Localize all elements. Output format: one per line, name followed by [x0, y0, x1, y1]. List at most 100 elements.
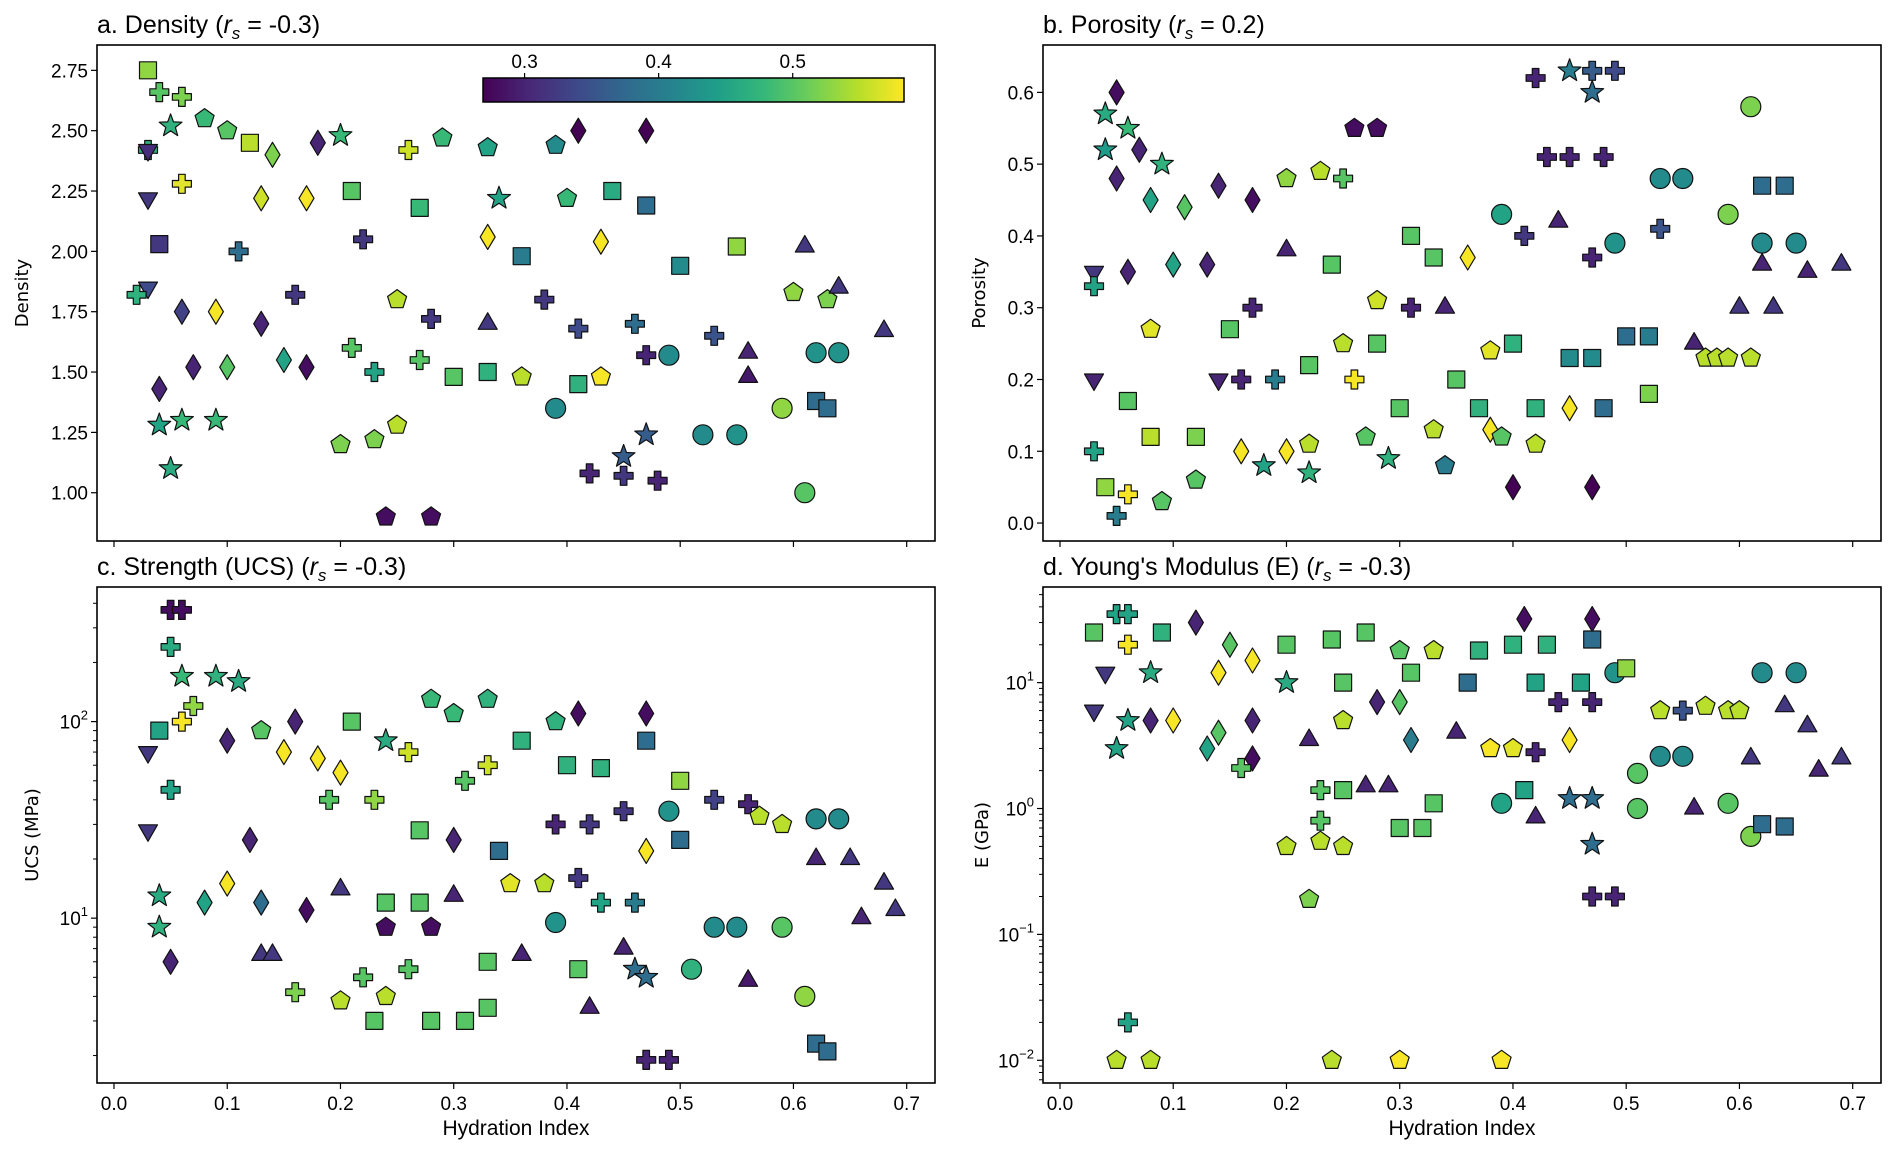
data-point-plus: [568, 318, 589, 339]
data-point-diamond: [185, 354, 202, 381]
data-point-square: [444, 367, 463, 386]
data-point-star: [487, 185, 511, 209]
data-point-star: [226, 668, 251, 692]
data-point-square: [1424, 794, 1443, 813]
data-point-diamond: [309, 745, 326, 772]
data-point-plus: [534, 289, 555, 310]
data-point-pentagon: [1332, 709, 1354, 730]
data-point-circle: [692, 424, 714, 446]
data-point-triangle-down: [1095, 666, 1116, 685]
data-point-pentagon: [387, 414, 408, 434]
data-point-pentagon: [1298, 433, 1320, 453]
tick-base: 10: [998, 1051, 1019, 1072]
data-point-square: [1322, 255, 1341, 274]
data-point-plus: [477, 755, 498, 776]
data-point-square: [240, 133, 259, 152]
title-stat-value: = 0.2): [1193, 11, 1265, 39]
data-point-circle: [794, 482, 816, 504]
data-point-star: [1093, 137, 1118, 161]
data-point-plus: [1106, 505, 1127, 527]
points-layer: [1083, 58, 1852, 527]
data-point-circle: [1626, 797, 1649, 820]
panel-c: c. Strength (UCS) (rs = -0.3) 0.0 0.1 0.2 0.…: [22, 553, 936, 1140]
data-point-square: [1775, 817, 1794, 836]
data-point-pentagon: [194, 107, 215, 128]
title-label: b. Porosity (: [1043, 11, 1177, 39]
data-point-triangle-up: [1446, 721, 1467, 739]
data-point-diamond: [1402, 726, 1420, 754]
title-stat-value: = -0.3): [240, 11, 320, 39]
data-point-square: [603, 181, 622, 201]
data-point-pentagon: [421, 506, 442, 526]
x-tick-label: 0.7: [1839, 1094, 1865, 1115]
data-point-pentagon: [421, 688, 442, 708]
data-point-diamond: [1233, 438, 1250, 465]
data-point-pentagon: [1525, 433, 1546, 453]
data-point-square: [1617, 327, 1636, 346]
data-point-triangle-up: [1683, 796, 1705, 815]
data-point-triangle-down: [1083, 704, 1105, 723]
data-point-triangle-down: [137, 281, 159, 300]
data-point-square: [1560, 348, 1579, 368]
data-point-diamond: [264, 141, 281, 168]
y-tick-label: 10−1: [998, 920, 1034, 946]
data-point-triangle-up: [1797, 714, 1818, 733]
data-point-star: [328, 122, 353, 146]
data-point-plus: [1536, 146, 1558, 168]
data-point-square: [1775, 176, 1794, 195]
data-point-triangle-up: [262, 943, 283, 962]
data-point-diamond: [241, 826, 258, 854]
data-point-plus: [1344, 369, 1365, 390]
title-stat-subscript: s: [1323, 566, 1332, 585]
data-point-circle: [828, 342, 850, 364]
data-point-pentagon: [375, 506, 396, 526]
data-point-plus: [149, 81, 170, 103]
y-axis-label: E (GPa): [972, 802, 993, 868]
data-point-square: [1594, 399, 1613, 418]
data-point-plus: [624, 892, 646, 913]
data-point-square: [478, 362, 497, 382]
data-point-diamond: [638, 700, 655, 727]
data-point-square: [1469, 399, 1489, 418]
data-point-plus: [590, 892, 612, 913]
points-layer: [137, 599, 906, 1071]
data-point-plus: [160, 636, 181, 658]
data-point-square: [1639, 384, 1659, 403]
data-point-pentagon: [251, 719, 272, 740]
data-point-diamond: [1142, 707, 1159, 734]
data-point-diamond: [1176, 194, 1193, 221]
data-point-triangle-down: [137, 824, 159, 842]
data-point-pentagon: [1332, 333, 1354, 353]
data-point-pentagon: [1298, 888, 1320, 908]
data-point-square: [1367, 334, 1387, 353]
x-tick-label: 0.1: [1160, 1094, 1186, 1115]
data-point-diamond: [570, 700, 587, 727]
data-point-square: [365, 1011, 384, 1031]
data-point-square: [1752, 176, 1772, 195]
data-point-square: [1503, 635, 1523, 654]
data-point-square: [1333, 780, 1353, 800]
data-point-pentagon: [1321, 1049, 1342, 1070]
y-tick-label: 2.00: [51, 242, 88, 263]
data-point-square: [478, 998, 497, 1017]
tick-base: 10: [60, 909, 81, 930]
data-point-diamond: [253, 185, 270, 212]
data-point-square: [1401, 663, 1421, 682]
title-label: d. Young's Modulus (E) (: [1043, 553, 1315, 581]
data-point-pentagon: [1695, 695, 1716, 715]
data-point-diamond: [1459, 244, 1476, 271]
points-layer: [126, 61, 895, 526]
data-point-pentagon: [375, 916, 396, 936]
data-point-plus: [398, 959, 419, 980]
data-point-plus: [1400, 297, 1422, 318]
data-point-circle: [1717, 203, 1739, 225]
title-stat-subscript: s: [232, 24, 241, 43]
y-tick-label: 0.0: [1008, 514, 1034, 535]
data-point-square: [1333, 673, 1353, 692]
data-point-pentagon: [1480, 340, 1501, 360]
data-point-pentagon: [330, 990, 351, 1010]
data-point-plus: [1117, 1012, 1139, 1033]
y-axis-label: Density: [12, 258, 33, 327]
y-tick-label: 1.50: [51, 363, 88, 384]
y-tick-label: 2.75: [51, 61, 88, 82]
